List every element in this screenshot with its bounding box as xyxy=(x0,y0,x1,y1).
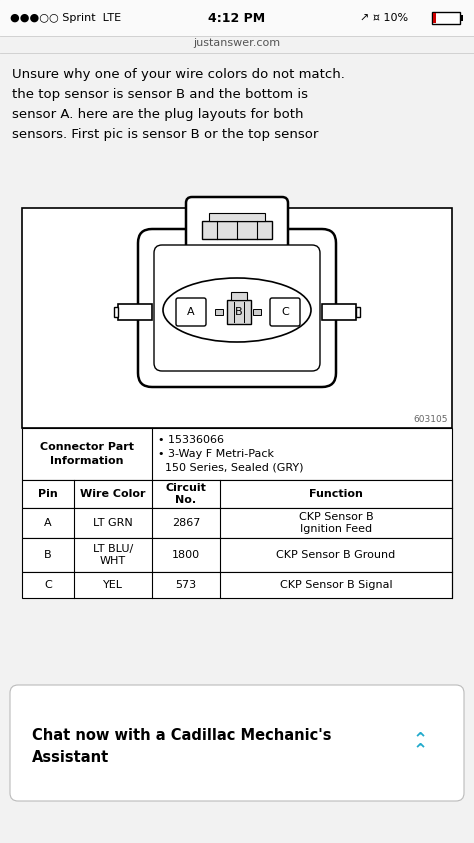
Text: LT BLU/
WHT: LT BLU/ WHT xyxy=(93,544,133,566)
Text: B: B xyxy=(44,550,52,560)
FancyBboxPatch shape xyxy=(186,197,288,251)
Bar xyxy=(22,208,452,428)
Text: A: A xyxy=(44,518,52,528)
Text: 573: 573 xyxy=(175,580,197,590)
Bar xyxy=(22,572,452,598)
Bar xyxy=(227,300,251,324)
Text: Connector Part
Information: Connector Part Information xyxy=(40,442,134,466)
Text: Pin: Pin xyxy=(38,489,58,499)
Text: ↗ ¤ 10%: ↗ ¤ 10% xyxy=(360,13,408,23)
Bar xyxy=(322,304,356,320)
Bar xyxy=(460,15,463,21)
Text: • 15336066
• 3-Way F Metri-Pack
  150 Series, Sealed (GRY): • 15336066 • 3-Way F Metri-Pack 150 Seri… xyxy=(158,435,303,473)
Text: 603105: 603105 xyxy=(413,415,448,424)
Text: the top sensor is sensor B and the bottom is: the top sensor is sensor B and the botto… xyxy=(12,88,308,101)
Bar xyxy=(22,480,452,508)
Bar xyxy=(433,13,436,23)
Bar xyxy=(22,508,452,538)
Text: CKP Sensor B Signal: CKP Sensor B Signal xyxy=(280,580,392,590)
Text: 2867: 2867 xyxy=(172,518,200,528)
Text: ⌃: ⌃ xyxy=(412,741,428,759)
Bar xyxy=(432,12,460,24)
Text: B: B xyxy=(235,307,243,317)
Text: sensors. First pic is sensor B or the top sensor: sensors. First pic is sensor B or the to… xyxy=(12,128,319,141)
Text: 4:12 PM: 4:12 PM xyxy=(209,12,265,24)
Text: Circuit
No.: Circuit No. xyxy=(165,483,207,505)
FancyBboxPatch shape xyxy=(138,229,336,387)
Bar xyxy=(22,538,452,572)
Text: C: C xyxy=(44,580,52,590)
Text: Chat now with a Cadillac Mechanic's: Chat now with a Cadillac Mechanic's xyxy=(32,728,331,743)
Bar xyxy=(202,221,272,239)
Text: Assistant: Assistant xyxy=(32,749,109,765)
Text: Function: Function xyxy=(309,489,363,499)
Bar xyxy=(253,309,261,315)
Ellipse shape xyxy=(163,278,311,342)
Bar xyxy=(118,304,152,320)
Bar xyxy=(0,0,474,35)
Text: YEL: YEL xyxy=(103,580,123,590)
Text: justanswer.com: justanswer.com xyxy=(193,38,281,48)
Text: CKP Sensor B Ground: CKP Sensor B Ground xyxy=(276,550,396,560)
Text: C: C xyxy=(281,307,289,317)
Bar xyxy=(209,213,265,221)
FancyBboxPatch shape xyxy=(10,685,464,801)
FancyBboxPatch shape xyxy=(176,298,206,326)
Text: 1800: 1800 xyxy=(172,550,200,560)
Text: ●●●○○ Sprint  LTE: ●●●○○ Sprint LTE xyxy=(10,13,121,23)
Bar xyxy=(356,307,360,317)
Text: Wire Color: Wire Color xyxy=(80,489,146,499)
Text: LT GRN: LT GRN xyxy=(93,518,133,528)
Text: ⌃: ⌃ xyxy=(412,730,428,748)
Text: CKP Sensor B
Ignition Feed: CKP Sensor B Ignition Feed xyxy=(299,512,374,534)
FancyBboxPatch shape xyxy=(154,245,320,371)
Text: A: A xyxy=(187,307,195,317)
Bar xyxy=(22,428,452,480)
Bar xyxy=(231,292,247,300)
Bar xyxy=(114,307,118,317)
FancyBboxPatch shape xyxy=(270,298,300,326)
Text: Unsure why one of your wire colors do not match.: Unsure why one of your wire colors do no… xyxy=(12,68,345,81)
Bar xyxy=(215,309,223,315)
Text: sensor A. here are the plug layouts for both: sensor A. here are the plug layouts for … xyxy=(12,108,303,121)
